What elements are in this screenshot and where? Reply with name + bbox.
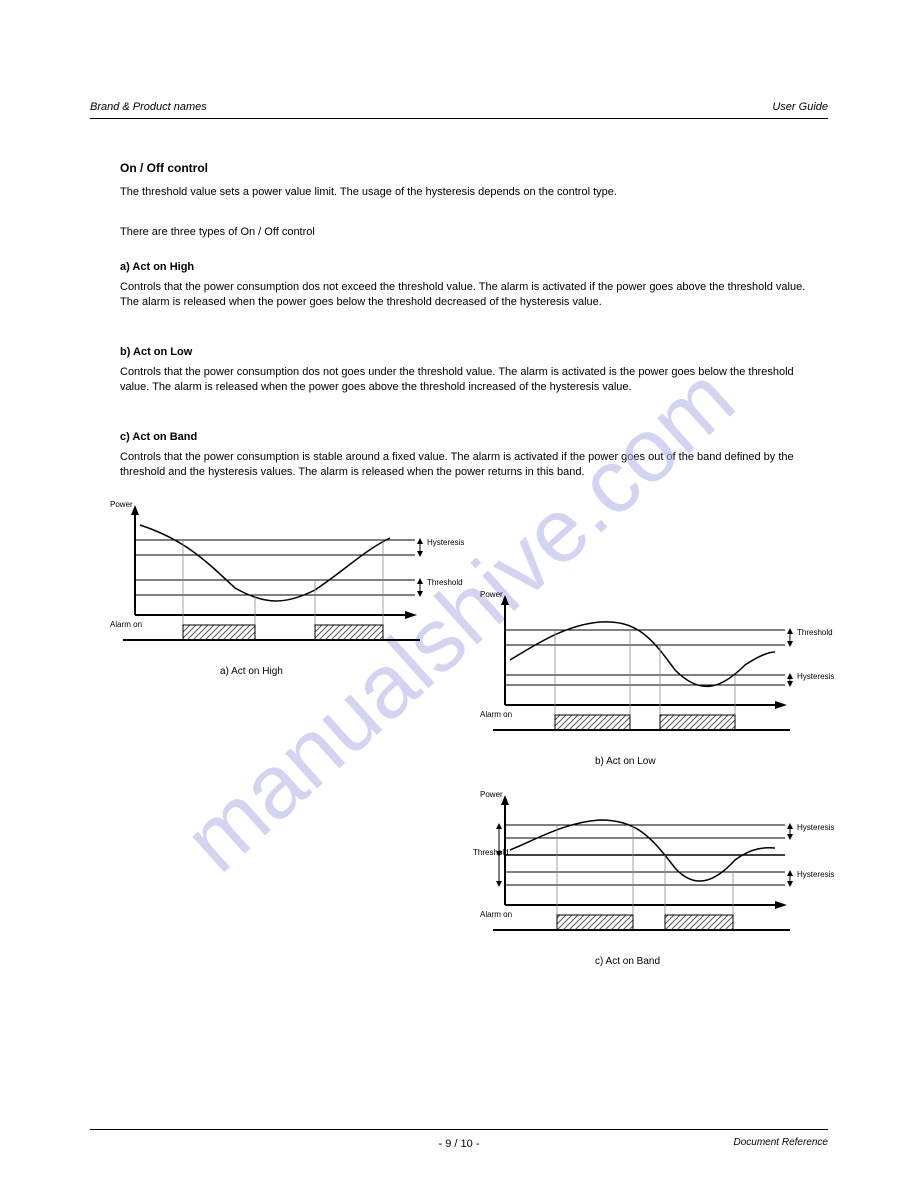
- chartB-thresh: Threshold: [797, 628, 833, 637]
- chartC-thresh: Threshold: [473, 848, 509, 857]
- section-heading: On / Off control: [120, 160, 208, 177]
- chartC-xlabel: Alarm on: [480, 910, 512, 919]
- header-left: Brand & Product names: [90, 100, 207, 115]
- header-right: User Guide: [772, 100, 828, 115]
- intro-p2: There are three types of On / Off contro…: [120, 225, 820, 240]
- intro-p1: The threshold value sets a power value l…: [120, 185, 820, 200]
- chart-act-on-low: Power Threshold Hysteresis Alarm on: [475, 590, 815, 753]
- chartB-ylabel: Power: [480, 590, 503, 599]
- footer-ref: Document Reference: [734, 1136, 829, 1150]
- section-b-title: b) Act on Low: [120, 345, 192, 360]
- header-rule: [90, 118, 828, 119]
- chart-act-on-high: Power Hysteresis Threshold Alarm on: [105, 500, 445, 663]
- section-a-title: a) Act on High: [120, 260, 194, 275]
- section-b-body: Controls that the power consumption dos …: [120, 365, 820, 396]
- caption-c: c) Act on Band: [595, 955, 660, 969]
- chartA-hyst: Hysteresis: [427, 538, 464, 547]
- caption-b: b) Act on Low: [595, 755, 656, 769]
- chartA-ylabel: Power: [110, 500, 133, 509]
- chartB-xlabel: Alarm on: [480, 710, 512, 719]
- chartC-ylabel: Power: [480, 790, 503, 799]
- chartA-thresh: Threshold: [427, 578, 463, 587]
- section-a-body: Controls that the power consumption dos …: [120, 280, 820, 311]
- caption-a: a) Act on High: [220, 665, 283, 679]
- footer-rule: [90, 1129, 828, 1130]
- chart-act-on-band: Power Hysteresis Threshold Hysteresis Al…: [475, 790, 815, 953]
- chartC-hyst2: Hysteresis: [797, 870, 834, 879]
- section-c-body: Controls that the power consumption is s…: [120, 450, 820, 481]
- chartB-hyst: Hysteresis: [797, 672, 834, 681]
- chartA-xlabel: Alarm on: [110, 620, 142, 629]
- footer-page: - 9 / 10 -: [439, 1138, 480, 1150]
- section-c-title: c) Act on Band: [120, 430, 197, 445]
- chartC-hyst1: Hysteresis: [797, 823, 834, 832]
